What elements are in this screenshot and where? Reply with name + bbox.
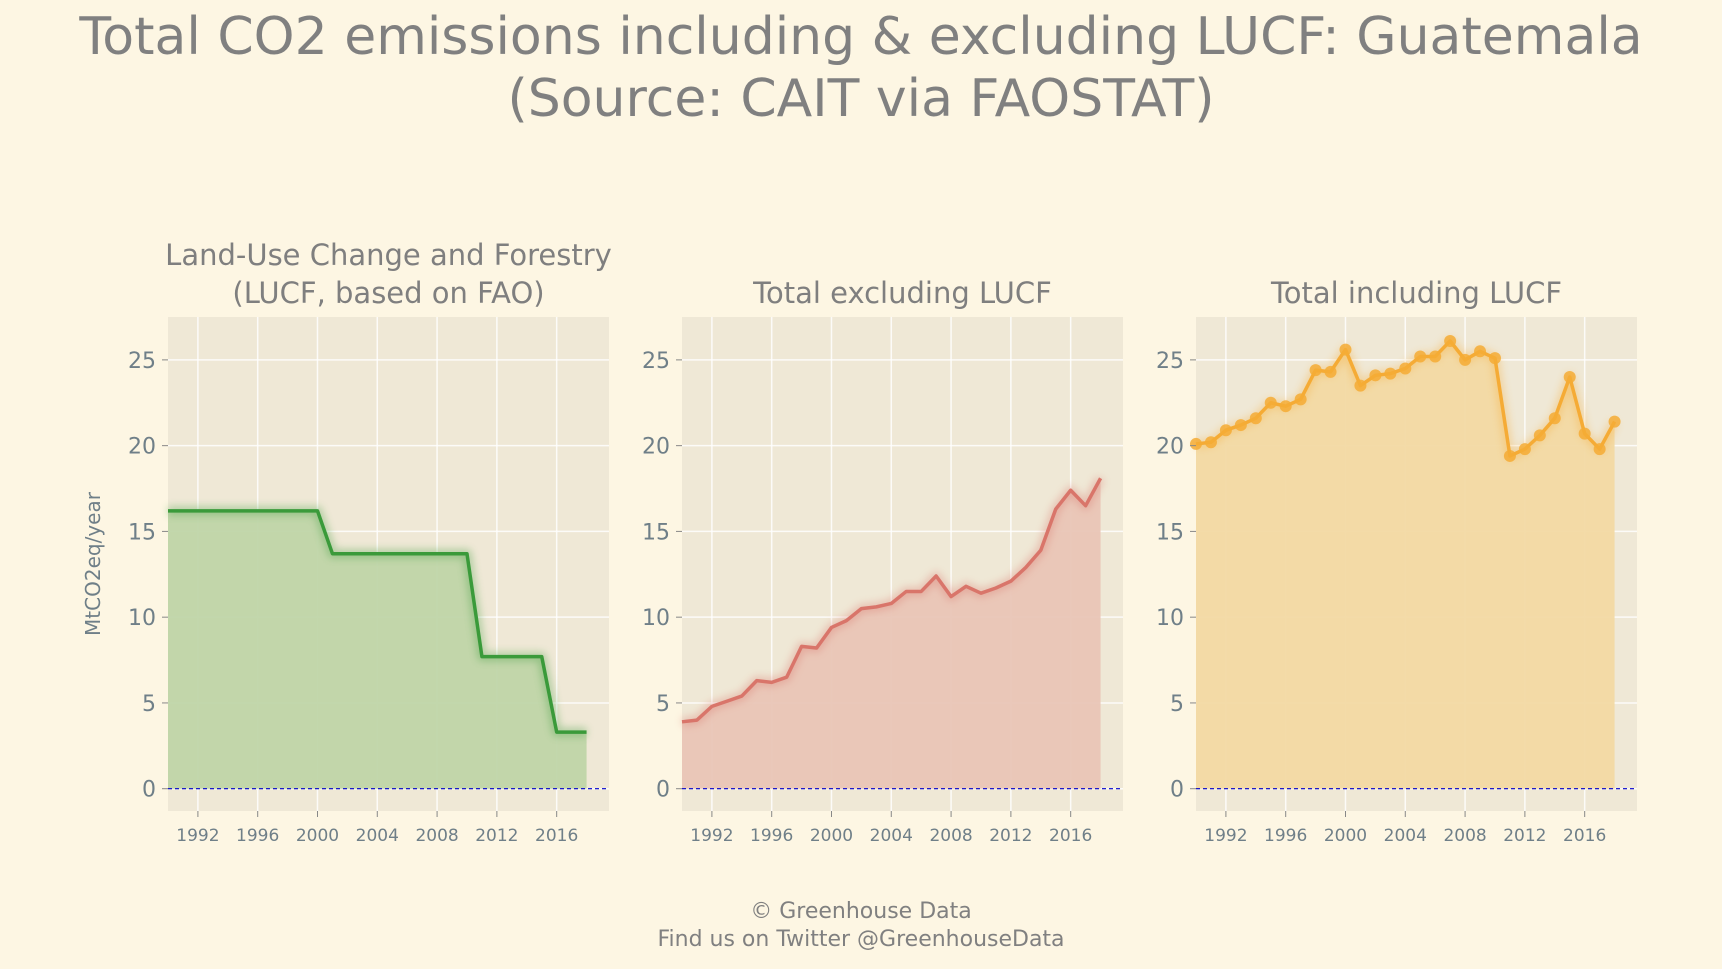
data-point	[1294, 393, 1307, 406]
series-area	[1196, 341, 1615, 789]
x-tick-label: 2016	[535, 826, 578, 846]
data-point	[1518, 443, 1531, 456]
y-tick-label: 10	[642, 606, 670, 631]
x-tick-label: 2016	[1049, 826, 1092, 846]
panel-title: Land-Use Change and Forestry	[165, 238, 612, 272]
x-tick-label: 2008	[1443, 826, 1486, 846]
x-tick-label: 1996	[750, 826, 793, 846]
x-tick-label: 1992	[1204, 826, 1247, 846]
x-tick-label: 2000	[810, 826, 853, 846]
x-tick-label: 1992	[690, 826, 733, 846]
data-point	[1474, 345, 1487, 358]
data-point	[1249, 412, 1262, 425]
panel-title: (LUCF, based on FAO)	[232, 276, 544, 310]
x-tick-label: 2012	[1503, 826, 1546, 846]
series-area	[168, 510, 587, 789]
data-point	[1354, 379, 1367, 392]
x-tick-label: 2000	[1324, 826, 1367, 846]
y-tick-label: 25	[642, 349, 670, 374]
data-point	[1488, 352, 1501, 365]
x-tick-label: 1996	[236, 826, 279, 846]
y-tick-label: 10	[128, 606, 156, 631]
y-tick-label: 5	[1170, 692, 1184, 717]
y-tick-label: 15	[128, 520, 156, 545]
y-tick-label: 5	[656, 692, 670, 717]
chart-panel-3: 1992 1996 2000 2004 2008 2012 2016 0 5 10 15 20 25 To…	[1156, 276, 1637, 846]
series-line	[681, 477, 1103, 724]
panel-title: Total including LUCF	[1270, 276, 1562, 310]
data-point	[1399, 362, 1412, 375]
data-point	[1204, 436, 1217, 449]
footer-twitter: Find us on Twitter @GreenhouseData	[657, 927, 1065, 952]
data-point	[1503, 449, 1516, 462]
footer-copyright: © Greenhouse Data	[750, 899, 972, 924]
data-point	[1533, 429, 1546, 442]
panel-title: Total excluding LUCF	[752, 276, 1052, 310]
y-tick-label: 15	[642, 520, 670, 545]
series-line	[168, 509, 587, 734]
data-point	[1459, 353, 1472, 366]
x-tick-label: 2008	[929, 826, 972, 846]
y-tick-label: 10	[1156, 606, 1184, 631]
y-tick-label: 20	[642, 435, 670, 460]
y-tick-label: 0	[656, 778, 670, 803]
x-tick-label: 2012	[475, 826, 518, 846]
x-tick-label: 2000	[296, 826, 339, 846]
x-tick-label: 2004	[356, 826, 399, 846]
y-tick-label: 25	[1156, 349, 1184, 374]
data-point	[1548, 412, 1561, 425]
y-tick-label: 20	[1156, 435, 1184, 460]
data-point	[1219, 424, 1232, 437]
data-point	[1444, 335, 1457, 348]
data-point	[1563, 371, 1576, 384]
data-point	[1264, 396, 1277, 409]
data-point	[1414, 350, 1427, 363]
main-title-line1: Total CO2 emissions including & excludin…	[79, 7, 1643, 67]
data-point	[1190, 437, 1202, 450]
y-tick-label: 20	[128, 435, 156, 460]
y-tick-label: 0	[1170, 778, 1184, 803]
data-point	[1324, 365, 1337, 378]
y-tick-label: 25	[128, 349, 156, 374]
x-tick-label: 2016	[1563, 826, 1606, 846]
data-point	[1234, 419, 1247, 432]
data-point	[1309, 364, 1322, 377]
x-tick-label: 1996	[1264, 826, 1307, 846]
x-tick-label: 2004	[1384, 826, 1427, 846]
data-point	[1578, 427, 1591, 440]
data-point	[1593, 443, 1606, 456]
data-point	[1384, 367, 1397, 380]
y-tick-label: 0	[142, 778, 156, 803]
main-title-line2: (Source: CAIT via FAOSTAT)	[507, 69, 1215, 129]
data-point	[1279, 400, 1292, 413]
y-tick-label: 15	[1156, 520, 1184, 545]
data-point	[1339, 343, 1352, 356]
x-tick-label: 2012	[989, 826, 1032, 846]
y-tick-label: 5	[142, 692, 156, 717]
series-area	[682, 478, 1101, 789]
chart-panel-2: 1992 1996 2000 2004 2008 2012 2016 0 5 10 15 20 25 To…	[642, 276, 1123, 846]
x-tick-label: 2008	[415, 826, 458, 846]
footer: © Greenhouse Data Find us on Twitter @Gr…	[0, 898, 1722, 954]
x-tick-label: 1992	[176, 826, 219, 846]
chart-panel-1: 1992 1996 2000 2004 2008 2012 2016 0 5 10 15 20 25 La…	[81, 238, 612, 846]
main-title: Total CO2 emissions including & excludin…	[0, 6, 1722, 130]
data-point	[1369, 369, 1382, 382]
x-tick-label: 2004	[870, 826, 913, 846]
y-axis-label: MtCO2eq/year	[81, 491, 105, 636]
data-point	[1429, 350, 1442, 363]
data-point	[1608, 415, 1621, 428]
